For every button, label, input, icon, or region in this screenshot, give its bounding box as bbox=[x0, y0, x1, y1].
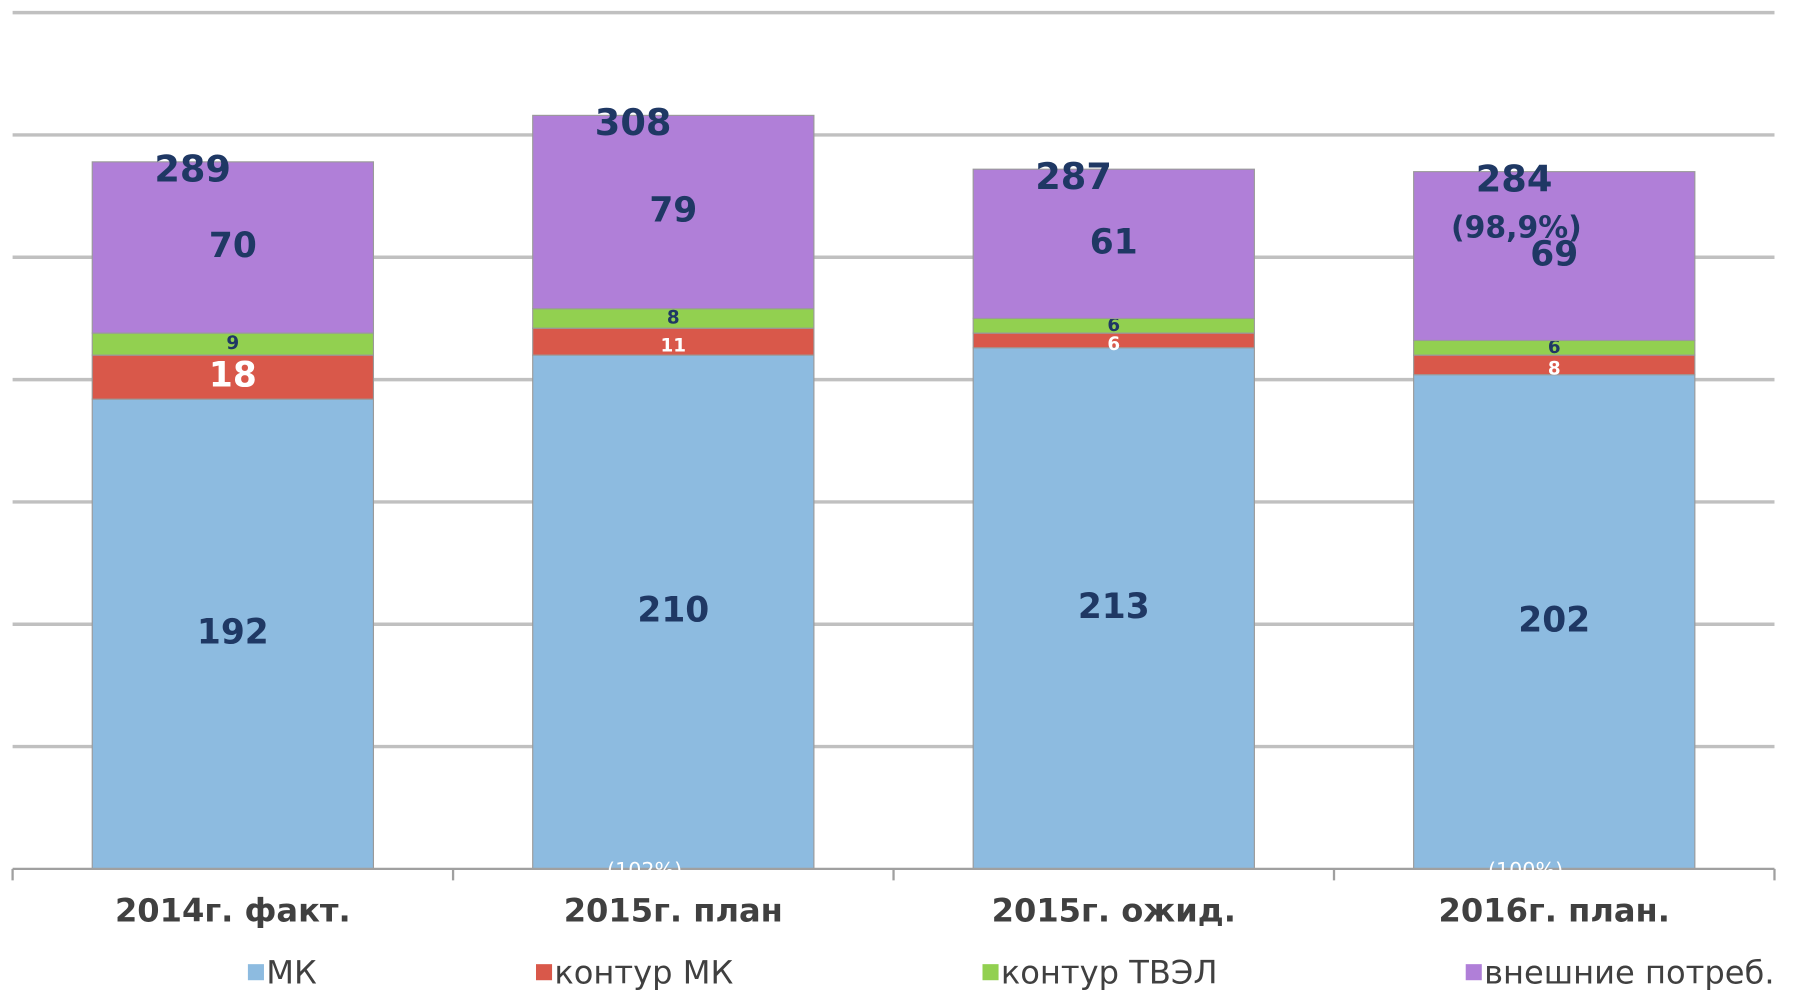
data-label: 202 bbox=[1518, 600, 1590, 640]
data-label: 213 bbox=[1078, 587, 1150, 627]
data-label: 11 bbox=[661, 335, 687, 356]
annotation: (98,9%) bbox=[1451, 211, 1582, 246]
legend-label: контур МК bbox=[554, 953, 733, 991]
legend-swatch bbox=[535, 964, 553, 981]
legend-label: контур ТВЭЛ bbox=[1001, 953, 1218, 991]
x-tick-label: 2014г. факт. bbox=[115, 892, 351, 930]
data-label: 210 bbox=[637, 591, 709, 631]
total-label: 289 bbox=[154, 148, 231, 191]
bar-segment bbox=[972, 347, 1255, 870]
total-label: 308 bbox=[595, 101, 672, 144]
data-label: 79 bbox=[649, 191, 697, 231]
bar-segment bbox=[532, 327, 815, 356]
x-tick-label: 2015г. план bbox=[564, 892, 783, 930]
bar-segment bbox=[972, 168, 1255, 320]
total-label: 287 bbox=[1035, 155, 1112, 198]
data-label: 8 bbox=[1548, 359, 1561, 380]
legend-swatch bbox=[1465, 964, 1482, 981]
bar-segment bbox=[1413, 374, 1696, 870]
legend-swatch bbox=[982, 964, 999, 981]
data-label: 6 bbox=[1548, 337, 1561, 358]
annotation: (102%) bbox=[607, 858, 682, 882]
data-label: 18 bbox=[209, 356, 257, 396]
bar-segment bbox=[532, 354, 815, 870]
data-label: 8 bbox=[667, 307, 680, 328]
legend-swatch bbox=[247, 964, 264, 981]
legend-label: МК bbox=[266, 953, 317, 991]
total-label: 284 bbox=[1476, 157, 1553, 200]
data-label: 6 bbox=[1107, 334, 1120, 355]
data-label: 9 bbox=[226, 333, 239, 354]
bar-segment bbox=[532, 114, 815, 310]
data-label: 61 bbox=[1090, 222, 1138, 262]
bar-segment bbox=[91, 354, 375, 400]
x-tick-label: 2016г. план. bbox=[1439, 892, 1670, 930]
annotation: (100%) bbox=[1488, 858, 1563, 882]
data-label: 69 bbox=[1530, 235, 1578, 275]
x-tick-label: 2015г. ожид. bbox=[992, 892, 1236, 930]
data-label: 6 bbox=[1107, 315, 1120, 336]
data-label: 192 bbox=[197, 613, 269, 653]
bar-segment bbox=[91, 161, 375, 334]
data-label: 70 bbox=[209, 226, 257, 266]
legend-label: внешние потреб. bbox=[1484, 953, 1775, 991]
bar-segment bbox=[1413, 171, 1696, 342]
